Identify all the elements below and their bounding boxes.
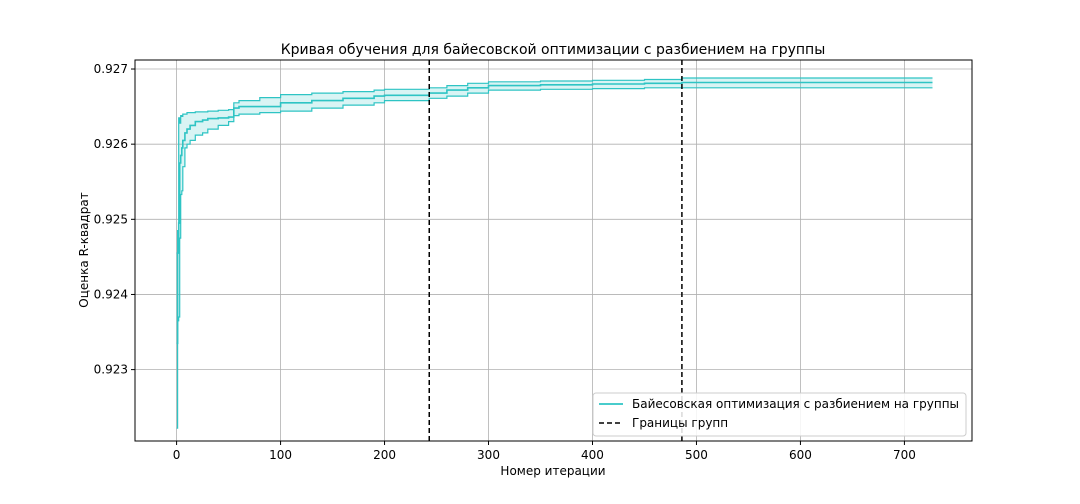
confidence-band-area xyxy=(176,78,933,429)
x-tick-label: 700 xyxy=(893,448,916,462)
grid xyxy=(135,60,972,441)
x-tick-label: 600 xyxy=(789,448,812,462)
series-lines xyxy=(176,77,933,429)
x-axis-ticks: 0 100 200 300 400 500 600 700 xyxy=(173,441,916,462)
group-boundaries xyxy=(428,60,683,441)
lower-bound-line xyxy=(176,87,933,429)
mean-line xyxy=(176,81,933,345)
x-tick-label: 0 xyxy=(173,448,181,462)
confidence-band xyxy=(176,78,933,429)
y-tick-label: 0.924 xyxy=(94,287,128,301)
y-tick-label: 0.926 xyxy=(94,137,128,151)
x-tick-label: 300 xyxy=(477,448,500,462)
x-tick-label: 500 xyxy=(685,448,708,462)
legend-label-series: Байесовская оптимизация с разбиением на … xyxy=(632,397,959,411)
y-axis-title: Оценка R-квадрат xyxy=(77,192,91,307)
x-tick-label: 200 xyxy=(373,448,396,462)
legend-label-boundaries: Границы групп xyxy=(632,416,728,430)
x-axis-title: Номер итерации xyxy=(500,464,605,478)
y-tick-label: 0.923 xyxy=(94,363,128,377)
upper-bound-line xyxy=(176,77,933,254)
chart-title: Кривая обучения для байесовской оптимиза… xyxy=(281,42,826,58)
y-tick-label: 0.927 xyxy=(94,62,128,76)
y-axis-ticks: 0.923 0.924 0.925 0.926 0.927 xyxy=(94,62,135,377)
x-tick-label: 400 xyxy=(581,448,604,462)
legend: Байесовская оптимизация с разбиением на … xyxy=(592,392,967,437)
plot-frame xyxy=(134,59,973,442)
legend-box xyxy=(592,392,967,437)
y-tick-label: 0.925 xyxy=(94,212,128,226)
x-tick-label: 100 xyxy=(269,448,292,462)
